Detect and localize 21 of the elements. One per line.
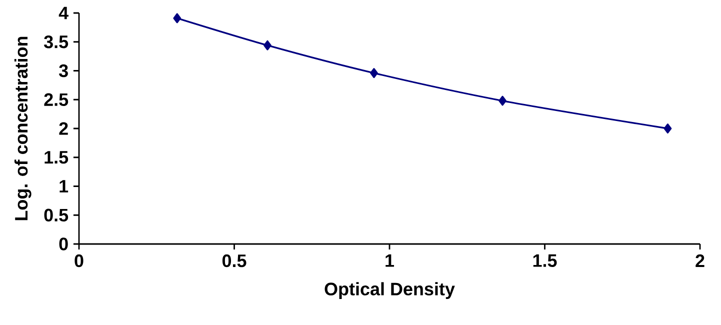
point: [370, 68, 378, 78]
y-tick-label: 4: [58, 6, 68, 20]
x-tick-label: 2: [696, 254, 704, 267]
x-tick-label: 0: [74, 254, 84, 268]
point: [498, 96, 506, 106]
y-tick-label: 1: [60, 180, 68, 192]
x-tick-label: 1.5: [533, 254, 557, 267]
point: [173, 13, 182, 24]
y-tick-label: 3.5: [44, 35, 68, 48]
x-axis-title: Optical Density: [324, 282, 455, 299]
x-tick-label: 1: [386, 254, 394, 267]
y-tick-label: 0: [59, 238, 68, 250]
point: [664, 124, 672, 134]
x-tick-label: 0.5: [222, 254, 246, 268]
y-tick-label: 2: [59, 122, 68, 135]
y-tick-label: 0.5: [44, 208, 68, 222]
y-tick-label: 1.5: [44, 151, 68, 164]
y-tick-label: 2.5: [44, 93, 68, 106]
y-axis-title: Log. of concentration: [14, 36, 32, 220]
point: [264, 40, 272, 50]
y-tick-label: 3: [58, 64, 68, 78]
